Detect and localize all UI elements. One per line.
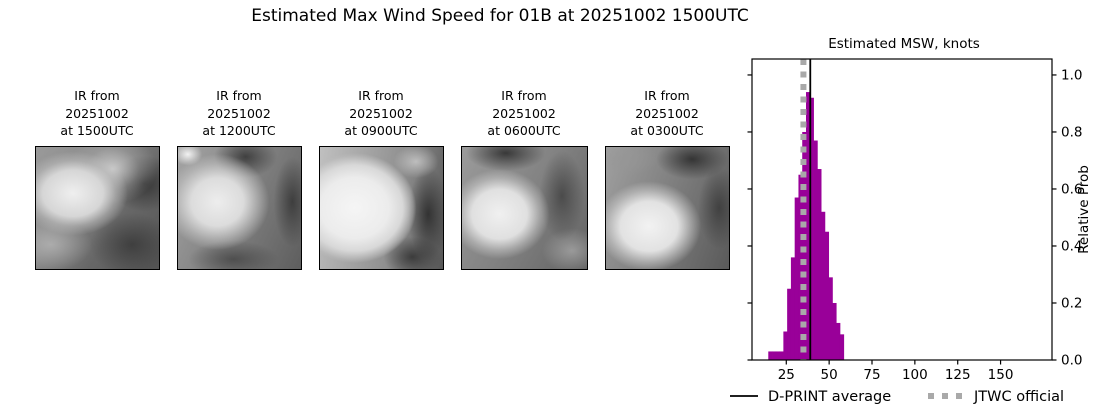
histogram-bar (828, 277, 833, 360)
histogram-bar (768, 351, 773, 360)
y-axis-label: Relative Prob (1076, 165, 1092, 254)
label-line: IR from (216, 88, 262, 103)
label-line: IR from (501, 88, 547, 103)
legend-dprint-label: D-PRINT average (768, 389, 891, 405)
ir-satellite-image-0300utc (605, 146, 730, 270)
x-tick-label: 100 (902, 367, 928, 383)
ir-panel-label-0900utc: IR from 20251002 at 0900UTC (311, 87, 451, 140)
histogram-bar (772, 351, 777, 360)
label-line: at 0600UTC (487, 123, 561, 138)
histogram-bar (798, 174, 803, 360)
figure-title: Estimated Max Wind Speed for 01B at 2025… (251, 6, 749, 26)
y-tick-label: 0.2 (1061, 295, 1082, 311)
x-tick-label: 150 (988, 367, 1014, 383)
label-line: IR from (74, 88, 120, 103)
ir-satellite-image-0900utc (319, 146, 444, 270)
y-tick-label: 0.6 (1061, 181, 1082, 197)
ir-panel-label-1500utc: IR from 20251002 at 1500UTC (27, 87, 167, 140)
ir-satellite-image-1200utc (177, 146, 302, 270)
histogram-bar (775, 351, 780, 360)
y-tick-label: 0.8 (1061, 124, 1082, 140)
histogram-bar (817, 169, 822, 360)
label-line: at 0300UTC (630, 123, 704, 138)
x-tick-label: 50 (821, 367, 838, 383)
y-tick-label: 0.0 (1061, 353, 1082, 369)
histogram-bar (790, 257, 796, 360)
label-line: 20251002 (65, 105, 129, 121)
label-line: at 0900UTC (344, 123, 418, 138)
histogram-bar (783, 331, 788, 360)
histogram-bar (813, 140, 818, 360)
histogram-bar (794, 197, 799, 360)
y-tick-label: 1.0 (1061, 67, 1082, 83)
histogram-bar (787, 288, 792, 360)
label-line: 20251002 (492, 105, 556, 121)
label-line: at 1200UTC (202, 123, 276, 138)
x-tick-label: 125 (945, 367, 971, 383)
histogram-bar (802, 131, 807, 360)
ir-panel-label-1200utc: IR from 20251002 at 1200UTC (169, 87, 309, 140)
label-line: 20251002 (207, 105, 271, 121)
label-line: 20251002 (349, 105, 413, 121)
histogram-bar (836, 322, 841, 360)
histogram-bar (832, 302, 837, 360)
label-line: IR from (358, 88, 404, 103)
x-tick-label: 75 (863, 367, 880, 383)
ir-satellite-image-0600utc (461, 146, 588, 270)
histogram-bar (839, 334, 845, 360)
legend-jtwc-label: JTWC official (973, 389, 1064, 405)
ir-panel-label-0600utc: IR from 20251002 at 0600UTC (454, 87, 594, 140)
ir-satellite-image-1500utc (35, 146, 160, 270)
histogram-bar (809, 97, 814, 361)
histogram-bar (779, 351, 784, 360)
histogram-bar (824, 231, 830, 360)
msw-histogram-chart: 25 50 75 100 125 150 0.0 0.2 0.4 0.6 0.8 1.0 Estimat… (730, 36, 1092, 405)
label-line: IR from (644, 88, 690, 103)
y-tick-label: 0.4 (1061, 238, 1082, 254)
label-line: 20251002 (635, 105, 699, 121)
plot-border (751, 58, 1053, 361)
histogram-bar (821, 211, 826, 360)
label-line: at 1500UTC (60, 123, 134, 138)
chart-title: Estimated MSW, knots (828, 36, 980, 52)
histogram-bar (806, 92, 811, 360)
x-tick-label: 25 (778, 367, 795, 383)
ir-panel-label-0300utc: IR from 20251002 at 0300UTC (597, 87, 737, 140)
